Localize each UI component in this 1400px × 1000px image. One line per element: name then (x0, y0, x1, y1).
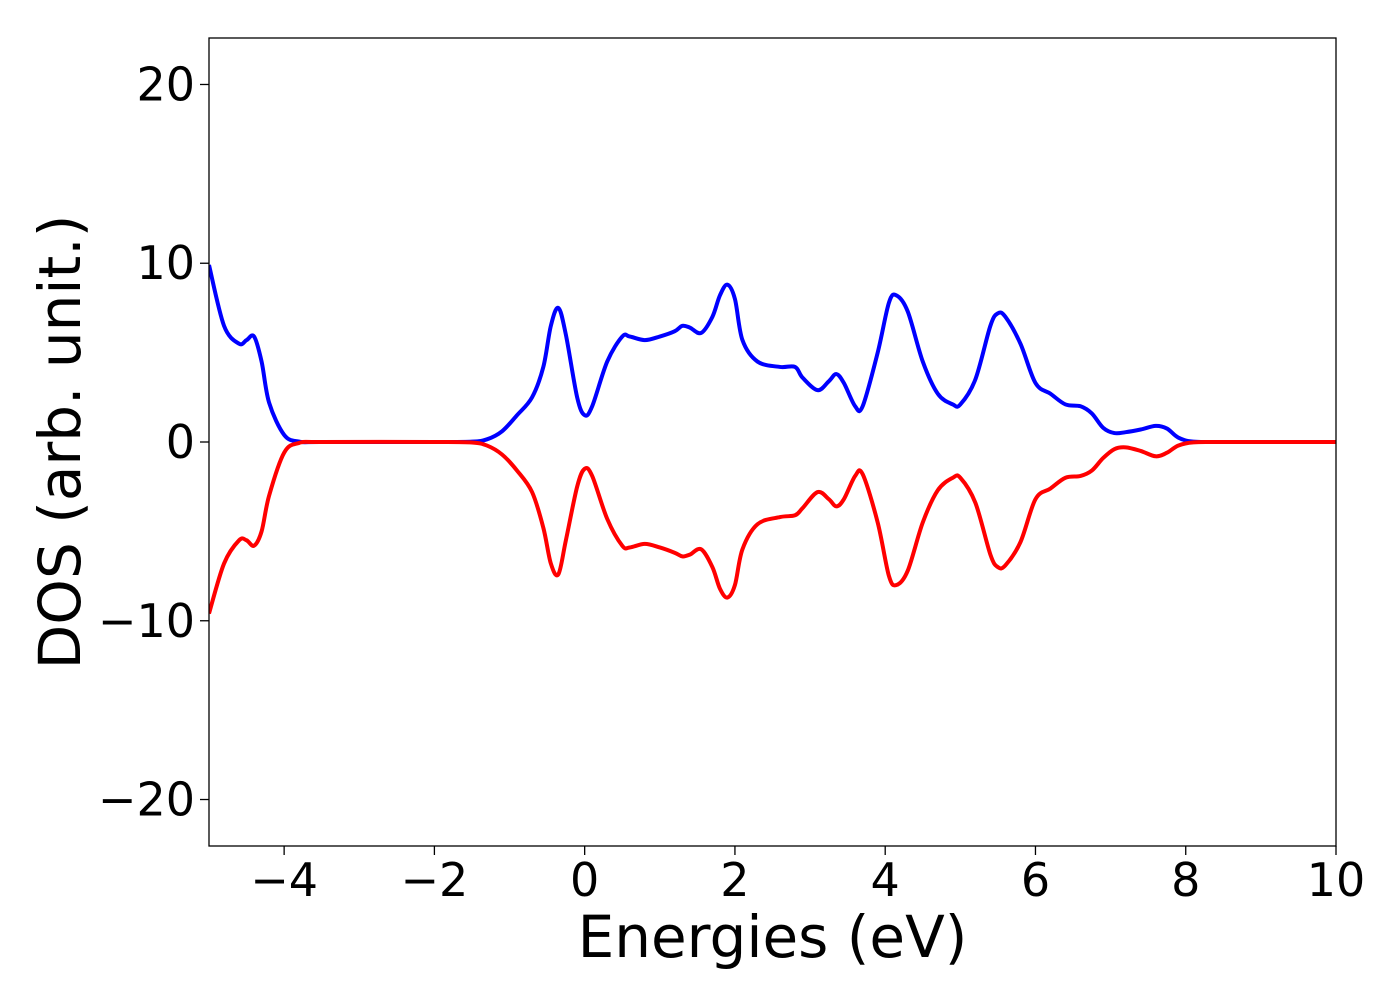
x-axis-label: Energies (eV) (578, 903, 968, 971)
x-tick-label: 0 (570, 853, 599, 907)
series-line-down (209, 439, 1336, 615)
x-tick-label: 8 (1171, 853, 1200, 907)
series-line-up (209, 264, 1336, 445)
y-tick-label: −10 (98, 594, 195, 648)
x-axis: −4 −2 0 2 4 6 8 10 (250, 846, 1365, 907)
x-tick-label: 10 (1307, 853, 1366, 907)
x-tick-label: −4 (250, 853, 318, 907)
y-tick-label: −20 (98, 773, 195, 827)
x-tick-label: 2 (720, 853, 749, 907)
y-axis: 20 10 0 −10 −20 (98, 57, 209, 827)
x-tick-label: −2 (400, 853, 468, 907)
y-tick-label: 20 (136, 57, 195, 111)
x-tick-label: 4 (871, 853, 900, 907)
y-tick-label: 10 (136, 236, 195, 290)
y-tick-label: 0 (166, 415, 195, 469)
x-tick-label: 6 (1021, 853, 1050, 907)
plot-area (209, 264, 1336, 615)
y-axis-label: DOS (arb. unit.) (26, 215, 94, 670)
